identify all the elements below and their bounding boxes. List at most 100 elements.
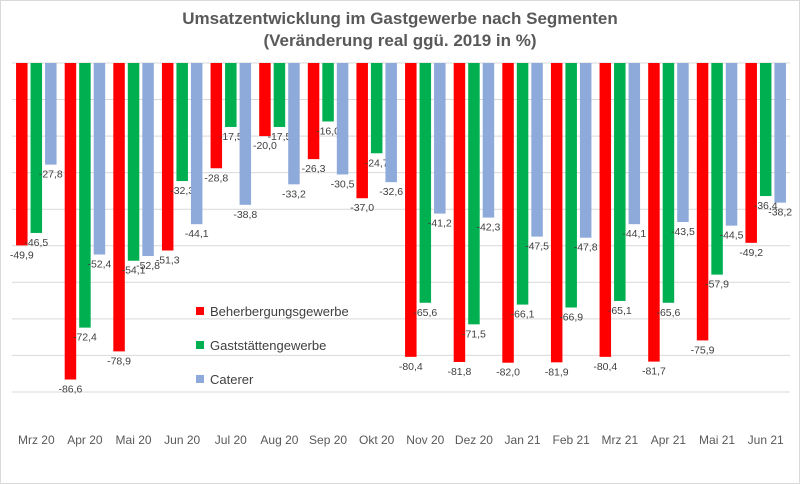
- bar: [176, 63, 188, 182]
- bar: [273, 63, 286, 127]
- bar: [64, 63, 77, 380]
- data-label: -24,7: [365, 157, 389, 169]
- bar: [210, 63, 223, 169]
- data-label: -57,9: [705, 279, 729, 291]
- x-tick-label: Apr 21: [651, 433, 687, 447]
- data-label: -65,6: [656, 307, 680, 319]
- bar: [161, 63, 174, 251]
- bar: [385, 63, 397, 183]
- legend-label: Beherbergungsgewerbe: [210, 303, 349, 319]
- x-tick-label: Dez 20: [455, 433, 493, 447]
- bar: [774, 63, 786, 203]
- x-tick-label: Jun 21: [748, 433, 784, 447]
- x-tick-label: Apr 20: [67, 433, 103, 447]
- data-label: -33,2: [282, 188, 306, 200]
- bar: [468, 63, 480, 325]
- x-tick-label: Mrz 21: [601, 433, 638, 447]
- data-label: -36,4: [754, 200, 778, 212]
- bar: [550, 63, 563, 363]
- chart-subtitle: (Veränderung real ggü. 2019 in %): [263, 31, 537, 50]
- bar: [16, 63, 28, 246]
- data-label: -47,5: [525, 241, 549, 253]
- bar: [565, 63, 577, 308]
- data-label: -78,9: [107, 355, 131, 367]
- legend-item-caterer: Caterer: [196, 370, 349, 388]
- bar: [190, 63, 203, 225]
- x-tick-label: Feb 21: [553, 433, 591, 447]
- data-label: -42,3: [476, 222, 500, 234]
- bar: [405, 63, 417, 357]
- data-label: -16,0: [316, 125, 340, 137]
- bar: [434, 63, 446, 214]
- bar: [614, 63, 626, 301]
- data-label: -44,1: [185, 228, 209, 240]
- bar: [259, 63, 271, 137]
- data-label: -38,8: [233, 209, 257, 221]
- legend-swatch: [196, 341, 204, 349]
- legend-item-gaststaetten: Gaststättengewerbe: [196, 336, 349, 354]
- data-label: -41,2: [428, 218, 452, 230]
- data-label: -49,9: [10, 249, 34, 261]
- data-label: -47,8: [574, 242, 598, 254]
- bar: [696, 63, 709, 341]
- bar: [30, 63, 43, 233]
- x-tick-label: Okt 20: [359, 433, 395, 447]
- x-tick-label: Jan 21: [505, 433, 541, 447]
- data-label: -75,9: [691, 344, 715, 356]
- data-label: -26,3: [302, 163, 326, 175]
- bar: [725, 63, 738, 226]
- data-label: -20,0: [253, 140, 277, 152]
- data-label: -30,5: [331, 178, 355, 190]
- data-label: -44,5: [720, 230, 744, 242]
- data-label: -44,1: [622, 228, 646, 240]
- x-tick-label: Nov 20: [406, 433, 444, 447]
- legend-label: Caterer: [210, 371, 254, 387]
- data-label: -71,5: [462, 328, 486, 340]
- data-label: -37,0: [350, 202, 374, 214]
- legend-item-beherbergung: Beherbergungsgewerbe: [196, 302, 349, 320]
- bar: [516, 63, 529, 305]
- bar: [745, 63, 757, 243]
- data-label: -46,5: [24, 237, 48, 249]
- bar: [225, 63, 237, 127]
- bar: [93, 63, 106, 255]
- bar: [531, 63, 543, 237]
- bar: [79, 63, 91, 328]
- bar: [370, 63, 383, 154]
- bar: [502, 63, 514, 363]
- x-tick-label: Mai 20: [116, 433, 152, 447]
- data-label: -65,6: [413, 307, 437, 319]
- data-label: -17,5: [219, 131, 243, 143]
- x-tick-label: Mrz 20: [18, 433, 55, 447]
- bar: [45, 63, 57, 165]
- data-label: -28,8: [204, 172, 228, 184]
- bar: [113, 63, 125, 352]
- data-label: -66,1: [511, 309, 535, 321]
- data-label: -49,2: [739, 247, 763, 259]
- data-label: -80,4: [399, 361, 423, 373]
- data-label: -32,3: [170, 185, 194, 197]
- legend-swatch: [196, 307, 204, 315]
- bar: [711, 63, 723, 275]
- bar: [599, 63, 612, 357]
- data-label: -80,4: [593, 361, 617, 373]
- data-label: -27,8: [39, 169, 63, 181]
- bar: [662, 63, 675, 303]
- bar: [336, 63, 349, 175]
- bar: [579, 63, 592, 238]
- x-tick-label: Jul 20: [215, 433, 247, 447]
- legend: Beherbergungsgewerbe Gaststättengewerbe …: [196, 302, 349, 404]
- data-label: -86,6: [58, 384, 82, 396]
- data-label: -65,1: [608, 305, 632, 317]
- bar: [419, 63, 432, 303]
- bar: [356, 63, 368, 199]
- data-label: -72,4: [73, 332, 97, 344]
- bar: [453, 63, 466, 362]
- data-label: -54,1: [122, 265, 146, 277]
- data-label: -52,8: [136, 260, 160, 272]
- bar: [127, 63, 140, 261]
- data-label: -52,4: [87, 259, 111, 271]
- bar: [142, 63, 154, 256]
- bar: [648, 63, 660, 362]
